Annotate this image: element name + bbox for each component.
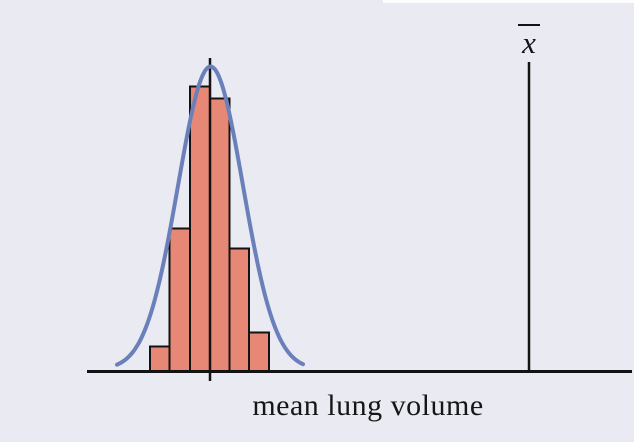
histogram-bar — [189, 85, 211, 373]
histogram-bar — [149, 345, 171, 373]
histogram-bar — [248, 331, 270, 373]
normal-curve — [115, 64, 305, 367]
histogram-bar — [168, 227, 191, 373]
histogram-bar — [228, 247, 250, 373]
xbar-symbol: x — [518, 24, 540, 58]
xbar-annotation: x — [509, 24, 549, 58]
x-axis-label: mean lung volume — [252, 389, 484, 422]
top-edge-strip — [383, 0, 634, 3]
histogram-bar — [209, 97, 231, 373]
